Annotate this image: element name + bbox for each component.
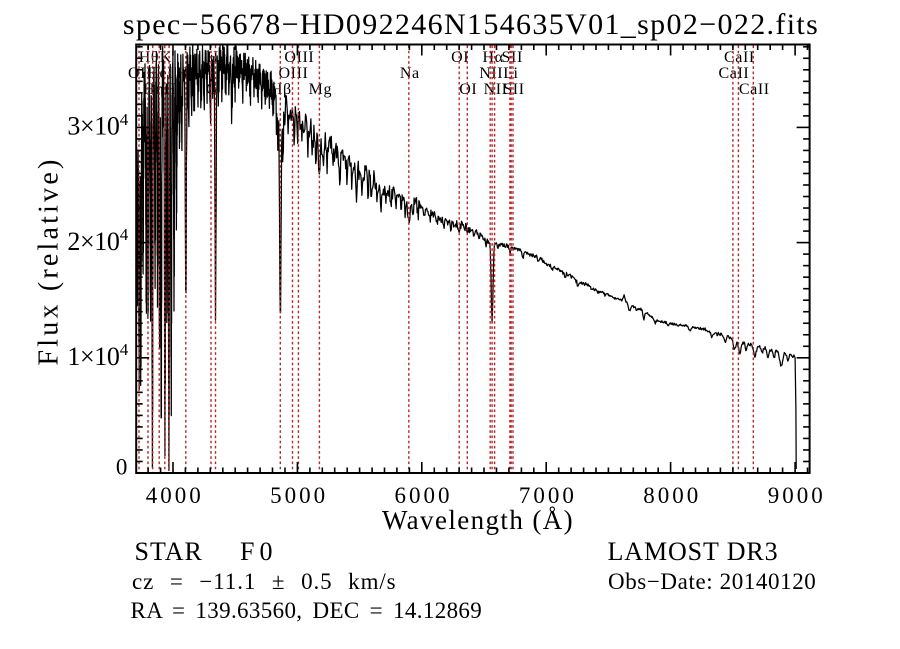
svg-text:0: 0 <box>116 454 127 479</box>
svg-text:K: K <box>160 49 172 66</box>
svg-text:SII: SII <box>503 81 524 98</box>
svg-text:8000: 8000 <box>643 483 701 508</box>
svg-text:Wavelength (Å): Wavelength (Å) <box>382 505 574 535</box>
svg-text:4: 4 <box>120 110 129 129</box>
svg-text:spec−56678−HD092246N154635V01_: spec−56678−HD092246N154635V01_sp02−022.f… <box>123 8 819 41</box>
svg-text:Flux (relative): Flux (relative) <box>34 157 65 366</box>
svg-text:NII: NII <box>479 65 503 82</box>
svg-text:7000: 7000 <box>519 483 577 508</box>
svg-text:SII: SII <box>502 49 523 66</box>
svg-text:NII: NII <box>484 81 508 98</box>
svg-text:CaII: CaII <box>718 65 749 82</box>
svg-text:5000: 5000 <box>270 483 328 508</box>
svg-text:CaII: CaII <box>724 49 755 66</box>
svg-text:OIII: OIII <box>284 49 314 66</box>
svg-text:2×10: 2×10 <box>67 227 119 256</box>
svg-text:4: 4 <box>120 340 129 359</box>
svg-text:OIII: OIII <box>279 65 309 82</box>
svg-text:1×10: 1×10 <box>67 342 119 371</box>
svg-text:OI: OI <box>451 49 469 66</box>
svg-text:LAMOST DR3: LAMOST DR3 <box>608 537 779 566</box>
svg-text:OI: OI <box>459 81 477 98</box>
svg-text:6000: 6000 <box>395 483 453 508</box>
svg-text:3×10: 3×10 <box>67 112 119 141</box>
svg-text:cz = −11.1 ± 0.5 km/s: cz = −11.1 ± 0.5 km/s <box>132 569 397 594</box>
svg-text:STAR: STAR <box>135 537 203 566</box>
svg-text:RA = 139.63560, DEC = 14.1286: RA = 139.63560, DEC = 14.12869 <box>131 598 483 623</box>
svg-text:Obs−Date: 20140120: Obs−Date: 20140120 <box>608 569 816 594</box>
svg-text:Mg: Mg <box>309 81 332 98</box>
svg-text:Hα: Hα <box>483 49 504 66</box>
svg-text:4000: 4000 <box>146 483 204 508</box>
svg-text:F0: F0 <box>240 537 277 566</box>
svg-text:Na: Na <box>400 65 420 82</box>
svg-text:9000: 9000 <box>768 483 826 508</box>
svg-text:CaII: CaII <box>739 81 770 98</box>
svg-text:4: 4 <box>120 225 129 244</box>
